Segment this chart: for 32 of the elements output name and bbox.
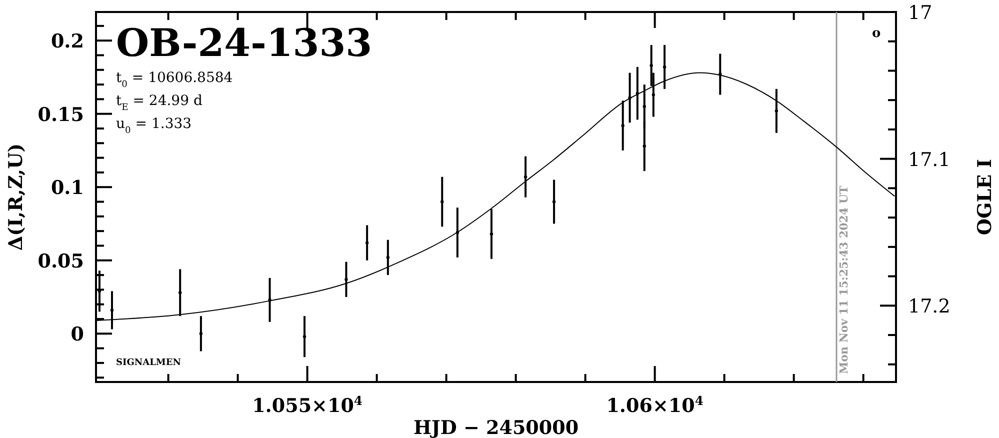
point: [650, 64, 653, 68]
point: [302, 334, 306, 338]
chart-title: OB-24-1333: [116, 20, 372, 65]
annotation: t$_{0}$ = 10606.8584: [116, 70, 233, 90]
y-axis-title: Δ(I,R,Z,U): [5, 143, 27, 251]
y-tick-label: 0.1: [50, 177, 84, 200]
point: [344, 278, 348, 282]
y-tick-label: 0.2: [50, 30, 84, 53]
annotation: t$_{E}$ = 24.99 d: [116, 93, 202, 113]
point: [386, 256, 390, 260]
y2-axis-title: OGLE I: [974, 158, 996, 236]
y2-tick-label: 17.1: [908, 148, 950, 171]
point: [642, 104, 646, 108]
x-tick-label: 1.06×10$^{4}$: [606, 392, 704, 417]
y-tick-label: 0: [70, 324, 84, 346]
annotation: o: [872, 26, 881, 41]
y-tick-label: 0.05: [38, 250, 84, 272]
x-tick-label: 1.055×10$^{4}$: [252, 392, 363, 417]
point: [621, 124, 624, 128]
point: [440, 200, 444, 204]
point: [524, 175, 528, 178]
point: [365, 241, 369, 244]
point: [178, 291, 182, 294]
annotation: Mon Nov 11 15:25:43 2024 UT: [838, 185, 851, 374]
y2-tick-label: 17.2: [908, 296, 950, 318]
point: [642, 144, 646, 148]
y-tick-label: 0.15: [38, 104, 84, 126]
y2-tick-label: 17: [908, 2, 932, 24]
annotation: u$_{0}$ = 1.333: [116, 116, 192, 136]
annotation: SIGNALMEN: [116, 358, 181, 368]
x-axis-title: HJD − 2450000: [413, 417, 579, 438]
point: [652, 93, 656, 96]
